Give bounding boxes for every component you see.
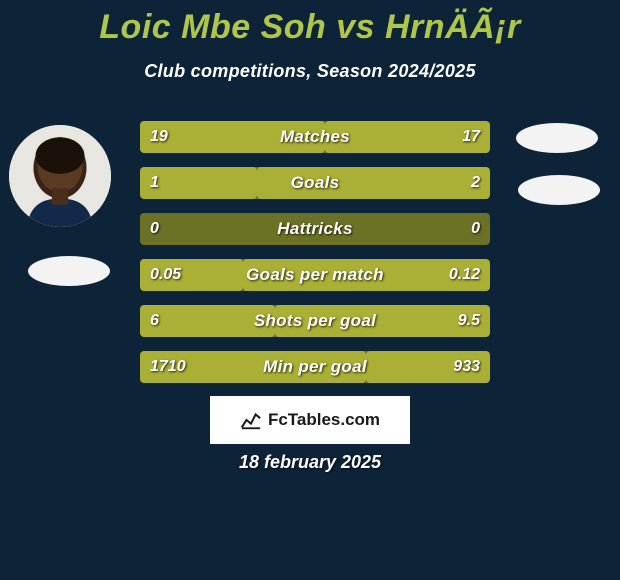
stats-panel: 1917Matches 12Goals 00Hattricks 0.050.12Goa…	[140, 121, 490, 397]
player-avatar-left	[9, 125, 111, 227]
stat-row: 12Goals	[140, 167, 490, 199]
brand-badge[interactable]: FcTables.com	[210, 396, 410, 444]
avatar-silhouette-icon	[9, 125, 111, 227]
comparison-card: Loic Mbe Soh vs HrnÄÃ¡r Club competition…	[0, 0, 620, 580]
stat-label: Goals per match	[140, 259, 490, 291]
stat-row: 69.5Shots per goal	[140, 305, 490, 337]
stat-row: 0.050.12Goals per match	[140, 259, 490, 291]
page-subtitle: Club competitions, Season 2024/2025	[0, 61, 620, 82]
snapshot-date: 18 february 2025	[0, 452, 620, 473]
fctables-logo-icon	[240, 409, 262, 431]
stat-label: Matches	[140, 121, 490, 153]
country-flag-left	[28, 256, 110, 286]
page-title: Loic Mbe Soh vs HrnÄÃ¡r	[0, 0, 620, 47]
country-flag-right-2	[518, 175, 600, 205]
brand-text: FcTables.com	[268, 410, 380, 430]
stat-row: 1710933Min per goal	[140, 351, 490, 383]
stat-row: 00Hattricks	[140, 213, 490, 245]
stat-label: Min per goal	[140, 351, 490, 383]
country-flag-right-1	[516, 123, 598, 153]
stat-row: 1917Matches	[140, 121, 490, 153]
stat-label: Hattricks	[140, 213, 490, 245]
stat-label: Goals	[140, 167, 490, 199]
stat-label: Shots per goal	[140, 305, 490, 337]
